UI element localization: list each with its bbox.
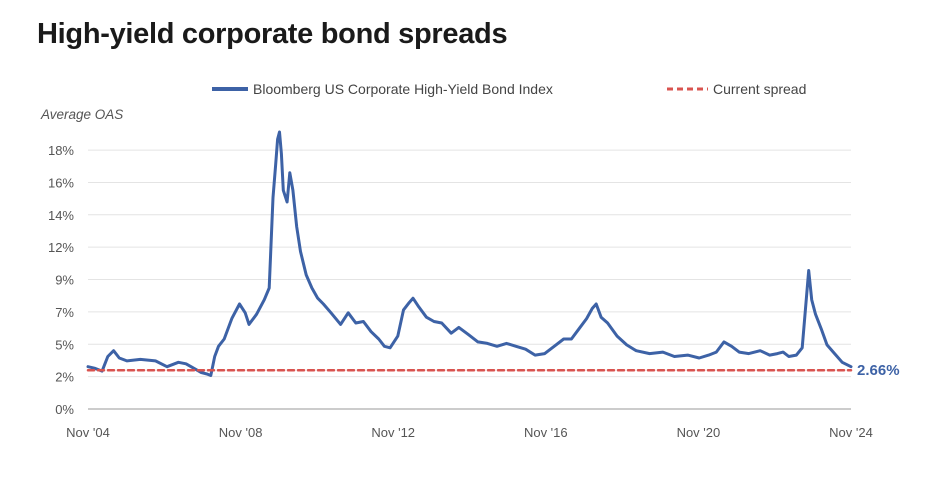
x-tick-label: Nov '24 [829, 425, 873, 440]
x-tick-label: Nov '04 [66, 425, 110, 440]
x-tick-label: Nov '08 [219, 425, 263, 440]
legend: Bloomberg US Corporate High-Yield Bond I… [212, 81, 806, 97]
series-group [86, 130, 853, 377]
y-tick-label: 5% [55, 337, 74, 352]
y-tick-label: 12% [48, 240, 74, 255]
index-series-line [86, 130, 853, 377]
y-tick-label: 18% [48, 143, 74, 158]
y-axis-label: Average OAS [40, 107, 123, 122]
x-tick-label: Nov '16 [524, 425, 568, 440]
y-tick-label: 0% [55, 402, 74, 417]
x-ticks: Nov '04 Nov '08 Nov '12 Nov '16 Nov '20 Nov '… [66, 425, 873, 440]
legend-label-current: Current spread [713, 81, 806, 97]
y-tick-label: 14% [48, 208, 74, 223]
y-tick-label: 16% [48, 175, 74, 190]
y-tick-label: 9% [55, 273, 74, 288]
current-spread-label: 2.66% [857, 362, 900, 379]
legend-label-index: Bloomberg US Corporate High-Yield Bond I… [253, 81, 553, 97]
grid [88, 149, 851, 410]
y-tick-label: 2% [55, 370, 74, 385]
annotations: 2.66% [857, 362, 900, 379]
y-ticks: 0% 2% 5% 7% 9% 12% 14% 16% 18% [48, 143, 74, 417]
x-tick-label: Nov '20 [677, 425, 721, 440]
chart-title: High-yield corporate bond spreads [37, 18, 508, 50]
y-tick-label: 7% [55, 305, 74, 320]
x-tick-label: Nov '12 [371, 425, 415, 440]
